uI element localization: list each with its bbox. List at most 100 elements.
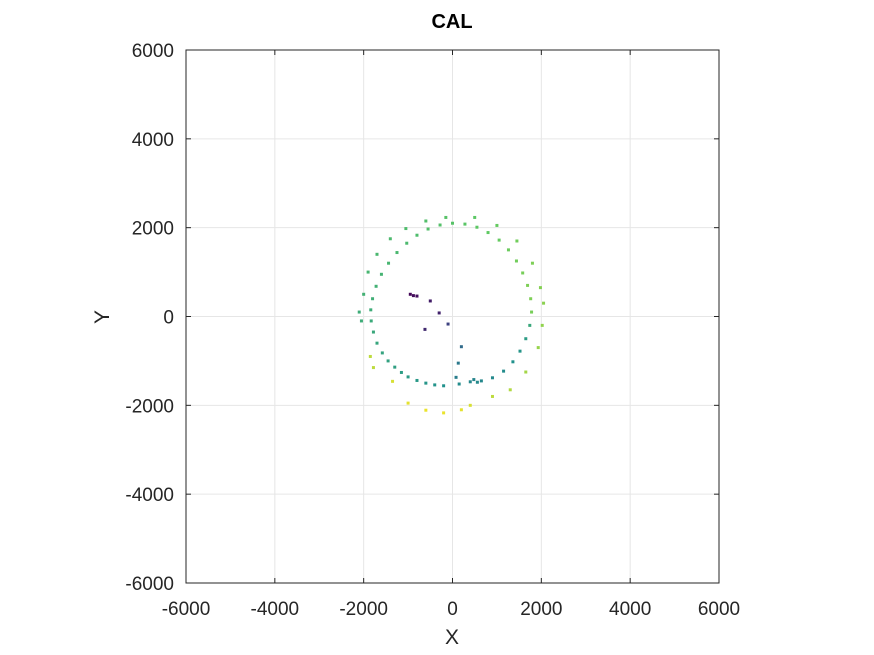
data-point bbox=[366, 270, 370, 274]
data-point bbox=[521, 271, 525, 275]
data-point bbox=[405, 241, 409, 245]
data-point bbox=[438, 223, 442, 227]
data-point bbox=[475, 225, 479, 229]
x-tick-label: -4000 bbox=[251, 599, 300, 620]
data-point bbox=[442, 411, 446, 415]
data-point bbox=[529, 297, 533, 301]
data-point bbox=[357, 310, 361, 314]
ticks bbox=[185, 49, 720, 584]
data-point bbox=[387, 261, 391, 265]
y-tick-label: 4000 bbox=[132, 130, 174, 151]
data-points bbox=[357, 215, 546, 415]
data-point bbox=[451, 221, 454, 225]
data-point bbox=[362, 292, 366, 296]
data-point bbox=[433, 383, 437, 387]
x-tick-label: 2000 bbox=[520, 599, 562, 620]
data-point bbox=[388, 237, 392, 241]
data-point bbox=[428, 299, 432, 303]
data-point bbox=[497, 238, 501, 242]
data-point bbox=[468, 403, 472, 407]
data-point bbox=[515, 239, 519, 243]
data-point bbox=[446, 322, 450, 326]
data-point bbox=[424, 381, 428, 385]
data-point bbox=[375, 252, 379, 256]
data-point bbox=[475, 380, 479, 384]
data-point bbox=[395, 251, 399, 255]
data-point bbox=[424, 219, 428, 223]
data-point bbox=[406, 401, 410, 405]
data-point bbox=[511, 360, 515, 364]
data-point bbox=[371, 330, 375, 334]
chart-title: CAL bbox=[431, 11, 472, 33]
data-point bbox=[369, 308, 373, 312]
data-point bbox=[459, 408, 463, 412]
x-tick-label: 0 bbox=[447, 599, 458, 620]
data-point bbox=[472, 378, 476, 382]
data-point bbox=[359, 319, 363, 323]
data-point bbox=[426, 227, 430, 231]
data-point bbox=[508, 388, 512, 392]
data-point bbox=[406, 375, 410, 379]
data-point bbox=[444, 215, 448, 219]
data-point bbox=[514, 259, 518, 263]
data-point bbox=[371, 366, 375, 370]
data-point bbox=[391, 379, 395, 383]
data-point bbox=[442, 384, 446, 388]
x-tick-label: 6000 bbox=[698, 599, 740, 620]
x-tick-labels: -6000 -4000 -2000 0 2000 4000 6000 bbox=[162, 599, 740, 620]
data-point bbox=[506, 248, 510, 252]
data-point bbox=[502, 369, 506, 373]
data-point bbox=[530, 310, 534, 314]
data-point bbox=[518, 349, 522, 353]
data-point bbox=[538, 286, 542, 290]
data-point bbox=[386, 359, 390, 363]
data-point bbox=[380, 351, 384, 355]
data-point bbox=[423, 327, 427, 331]
x-tick-label: -2000 bbox=[339, 599, 388, 620]
data-point bbox=[399, 370, 403, 374]
data-point bbox=[456, 361, 460, 365]
y-tick-label: -2000 bbox=[125, 396, 174, 417]
x-tick-label: 4000 bbox=[609, 599, 651, 620]
data-point bbox=[415, 233, 419, 237]
y-tick-label: -6000 bbox=[125, 574, 174, 595]
data-point bbox=[374, 284, 378, 288]
y-tick-label: 0 bbox=[163, 308, 174, 329]
data-point bbox=[479, 379, 483, 383]
data-point bbox=[424, 408, 428, 412]
data-point bbox=[375, 341, 379, 345]
data-point bbox=[454, 375, 458, 379]
y-tick-label: 6000 bbox=[132, 41, 174, 62]
data-point bbox=[526, 283, 530, 287]
data-point bbox=[411, 294, 415, 298]
data-point bbox=[393, 365, 397, 369]
data-point bbox=[524, 337, 528, 341]
x-axis-label: X bbox=[445, 626, 459, 649]
y-tick-labels: -6000 -4000 -2000 0 2000 4000 6000 bbox=[125, 41, 174, 595]
data-point bbox=[540, 323, 544, 327]
data-point bbox=[524, 370, 528, 374]
data-point bbox=[530, 261, 534, 265]
data-point bbox=[369, 319, 373, 323]
data-point bbox=[457, 382, 461, 386]
data-point bbox=[468, 380, 472, 384]
data-point bbox=[404, 227, 408, 231]
data-point bbox=[408, 292, 412, 296]
data-point bbox=[536, 346, 540, 350]
data-point bbox=[379, 272, 383, 276]
data-point bbox=[459, 345, 463, 349]
data-point bbox=[463, 222, 467, 226]
x-tick-label: -6000 bbox=[162, 599, 211, 620]
data-point bbox=[371, 297, 375, 301]
grid bbox=[185, 49, 720, 584]
data-point bbox=[490, 376, 494, 380]
data-point bbox=[528, 323, 532, 327]
data-point bbox=[490, 394, 494, 398]
y-tick-label: -4000 bbox=[125, 485, 174, 506]
y-tick-label: 2000 bbox=[132, 219, 174, 240]
data-point bbox=[473, 215, 477, 219]
data-point bbox=[368, 354, 372, 358]
data-point bbox=[486, 231, 490, 235]
